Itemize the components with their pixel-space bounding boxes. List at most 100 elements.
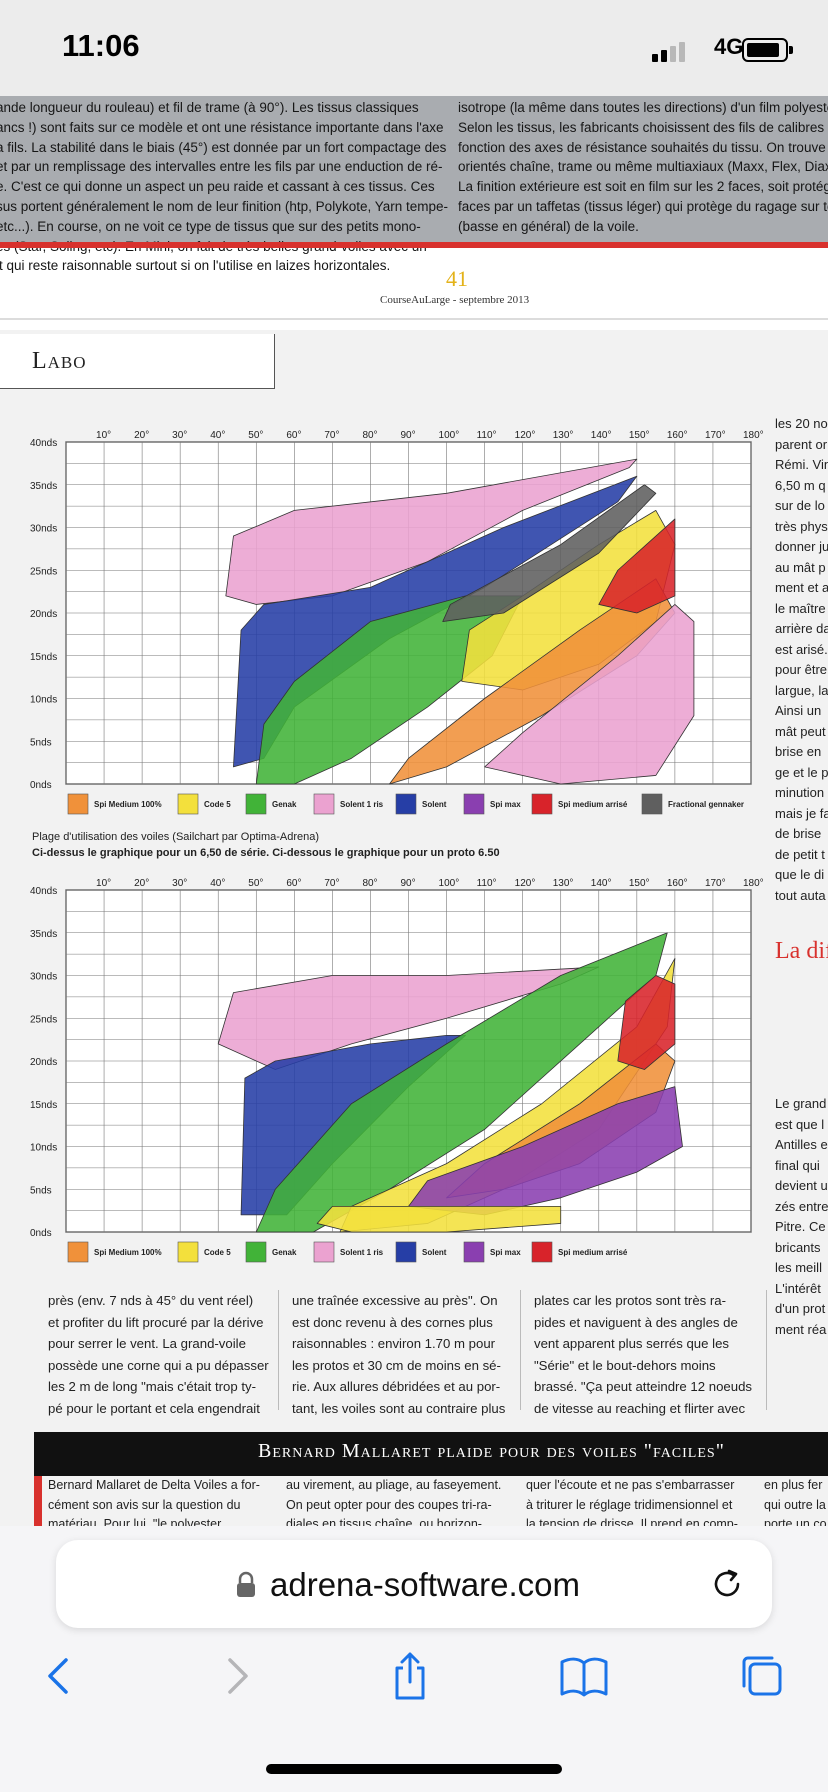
text-line: tant, les voiles sont au contraire plus [292, 1400, 506, 1416]
text-line: à triturer le réglage tridimensionnel et [526, 1497, 733, 1512]
url-text[interactable]: adrena-software.com [270, 1566, 580, 1603]
y-tick-label: 15nds [30, 1100, 57, 1111]
forward-button[interactable] [210, 1648, 266, 1704]
lock-icon [237, 1571, 255, 1597]
y-tick-label: 30nds [30, 524, 57, 535]
text-line: On peut opter pour des coupes tri-ra- [286, 1497, 492, 1512]
legend-swatch [531, 1241, 553, 1263]
text-line: Ainsi un [775, 703, 822, 718]
text-line: est que l [775, 1116, 825, 1132]
legend-label: Spi Medium 100% [94, 800, 162, 809]
reload-icon[interactable] [710, 1566, 746, 1602]
legend-label: Genak [272, 1248, 297, 1257]
text-line: fonction des axes de résistance souhaité… [458, 139, 828, 155]
page-number: 41 [446, 266, 468, 291]
sail-region [316, 1205, 562, 1233]
x-tick-label: 80° [362, 878, 377, 889]
status-time: 11:06 [62, 28, 140, 63]
web-page-content[interactable]: ande longueur du rouleau) et fil de tram… [0, 96, 828, 1526]
y-tick-label: 10nds [30, 1143, 57, 1154]
text-line: e. C'est ce qui donne un aspect un peu r… [0, 179, 435, 195]
box-column-1: Bernard Mallaret de Delta Voiles a for-c… [48, 1476, 260, 1526]
y-tick-label: 40nds [30, 886, 57, 897]
legend-swatch [67, 1241, 89, 1263]
text-line: donner ju [775, 539, 828, 554]
legend-swatch [395, 1241, 417, 1263]
text-line: d'un prot [775, 1301, 826, 1316]
legend-label: Spi medium arrisé [558, 1248, 628, 1257]
legend-label: Spi max [490, 800, 521, 809]
back-button[interactable] [30, 1648, 86, 1704]
y-tick-label: 0nds [30, 1228, 52, 1239]
x-tick-label: 170° [705, 430, 726, 441]
legend-label: Code 5 [204, 1248, 231, 1257]
banner-title: Bernard Mallaret plaide pour des voiles … [258, 1440, 725, 1462]
page-separator [0, 318, 828, 320]
prev-page-col-2: isotrope (la même dans toutes les direct… [458, 98, 828, 237]
x-tick-label: 30° [172, 878, 187, 889]
right-column-heading: La diff [775, 938, 828, 964]
text-line: ment réa [775, 1321, 827, 1335]
text-line: sur de lo [775, 498, 825, 513]
x-tick-label: 140° [591, 430, 612, 441]
legend-swatch [177, 793, 199, 815]
legend-label: Spi medium arrisé [558, 800, 628, 809]
legend-swatch [463, 793, 485, 815]
legend-swatch [395, 793, 417, 815]
legend-label: Solent 1 ris [340, 1248, 384, 1257]
x-tick-label: 160° [667, 878, 688, 889]
x-tick-label: 40° [210, 878, 225, 889]
legend-label: Genak [272, 800, 297, 809]
x-tick-label: 10° [96, 878, 111, 889]
text-line: pour être [775, 662, 828, 677]
legend-swatch [641, 793, 663, 815]
x-tick-label: 150° [629, 878, 650, 889]
text-line: les 20 no [775, 416, 828, 431]
x-tick-label: 80° [362, 430, 377, 441]
body-column-2: une traînée excessive au près". On est do… [292, 1290, 505, 1419]
text-line: au mât p [775, 559, 826, 575]
text-line: Pitre. Ce [775, 1219, 826, 1234]
column-rule [278, 1290, 279, 1410]
x-tick-label: 170° [705, 878, 726, 889]
bookmarks-button[interactable] [556, 1648, 612, 1704]
box-column-3: quer l'écoute et ne pas s'embarrasser à t… [526, 1476, 738, 1526]
tabs-button[interactable] [734, 1648, 790, 1704]
text-line: pides et naviguent à des angles de [534, 1314, 738, 1330]
text-line: ment et a [775, 580, 828, 595]
share-button[interactable] [382, 1648, 438, 1704]
text-line: brise en [775, 744, 822, 759]
column-rule [520, 1290, 521, 1410]
text-line: diales en tissus chaîne, ou horizon- [286, 1517, 482, 1526]
previous-page-text: ande longueur du rouleau) et fil de tram… [0, 96, 828, 273]
y-tick-label: 35nds [30, 481, 57, 492]
text-line: au virement, au pliage, au faseyement. [286, 1478, 502, 1492]
text-line: Bernard Mallaret de Delta Voiles a for- [48, 1478, 260, 1492]
legend-label: Code 5 [204, 800, 231, 809]
text-line: est donc revenu à des cornes plus [292, 1314, 493, 1330]
y-tick-label: 35nds [30, 929, 57, 940]
banner-accent [34, 1476, 42, 1526]
text-line: et par un remplissage des intervalles en… [0, 159, 443, 175]
x-tick-label: 110° [477, 878, 497, 889]
legend-label: Spi max [490, 1248, 521, 1257]
text-line: La finition extérieure est soit en film … [458, 179, 828, 195]
text-line: ancs !) sont faits sur ce modèle et ont … [0, 119, 444, 135]
text-line: brassé. "Ça peut atteindre 12 noeuds [534, 1379, 753, 1394]
text-line: Rémi. Vin [775, 457, 828, 472]
x-tick-label: 40° [210, 430, 225, 441]
y-tick-label: 40nds [30, 438, 57, 449]
text-line: minution [775, 785, 825, 800]
right-column-text-lower: Le grand est que l Antilles e final qui devi… [775, 1094, 828, 1334]
x-tick-label: 160° [667, 430, 688, 441]
text-line: les protos et 30 cm de moins en sé- [292, 1357, 501, 1373]
text-line: très phys [775, 518, 828, 534]
address-bar[interactable] [56, 1540, 772, 1628]
sail-region [598, 518, 676, 614]
x-tick-label: 30° [172, 430, 187, 441]
x-tick-label: 130° [553, 430, 574, 441]
text-line: isotrope (la même dans toutes les direct… [458, 100, 828, 115]
x-tick-label: 120° [515, 878, 536, 889]
text-line: la tension de drisse. Il prend en comp- [526, 1517, 738, 1526]
text-line: les meill [775, 1260, 822, 1275]
